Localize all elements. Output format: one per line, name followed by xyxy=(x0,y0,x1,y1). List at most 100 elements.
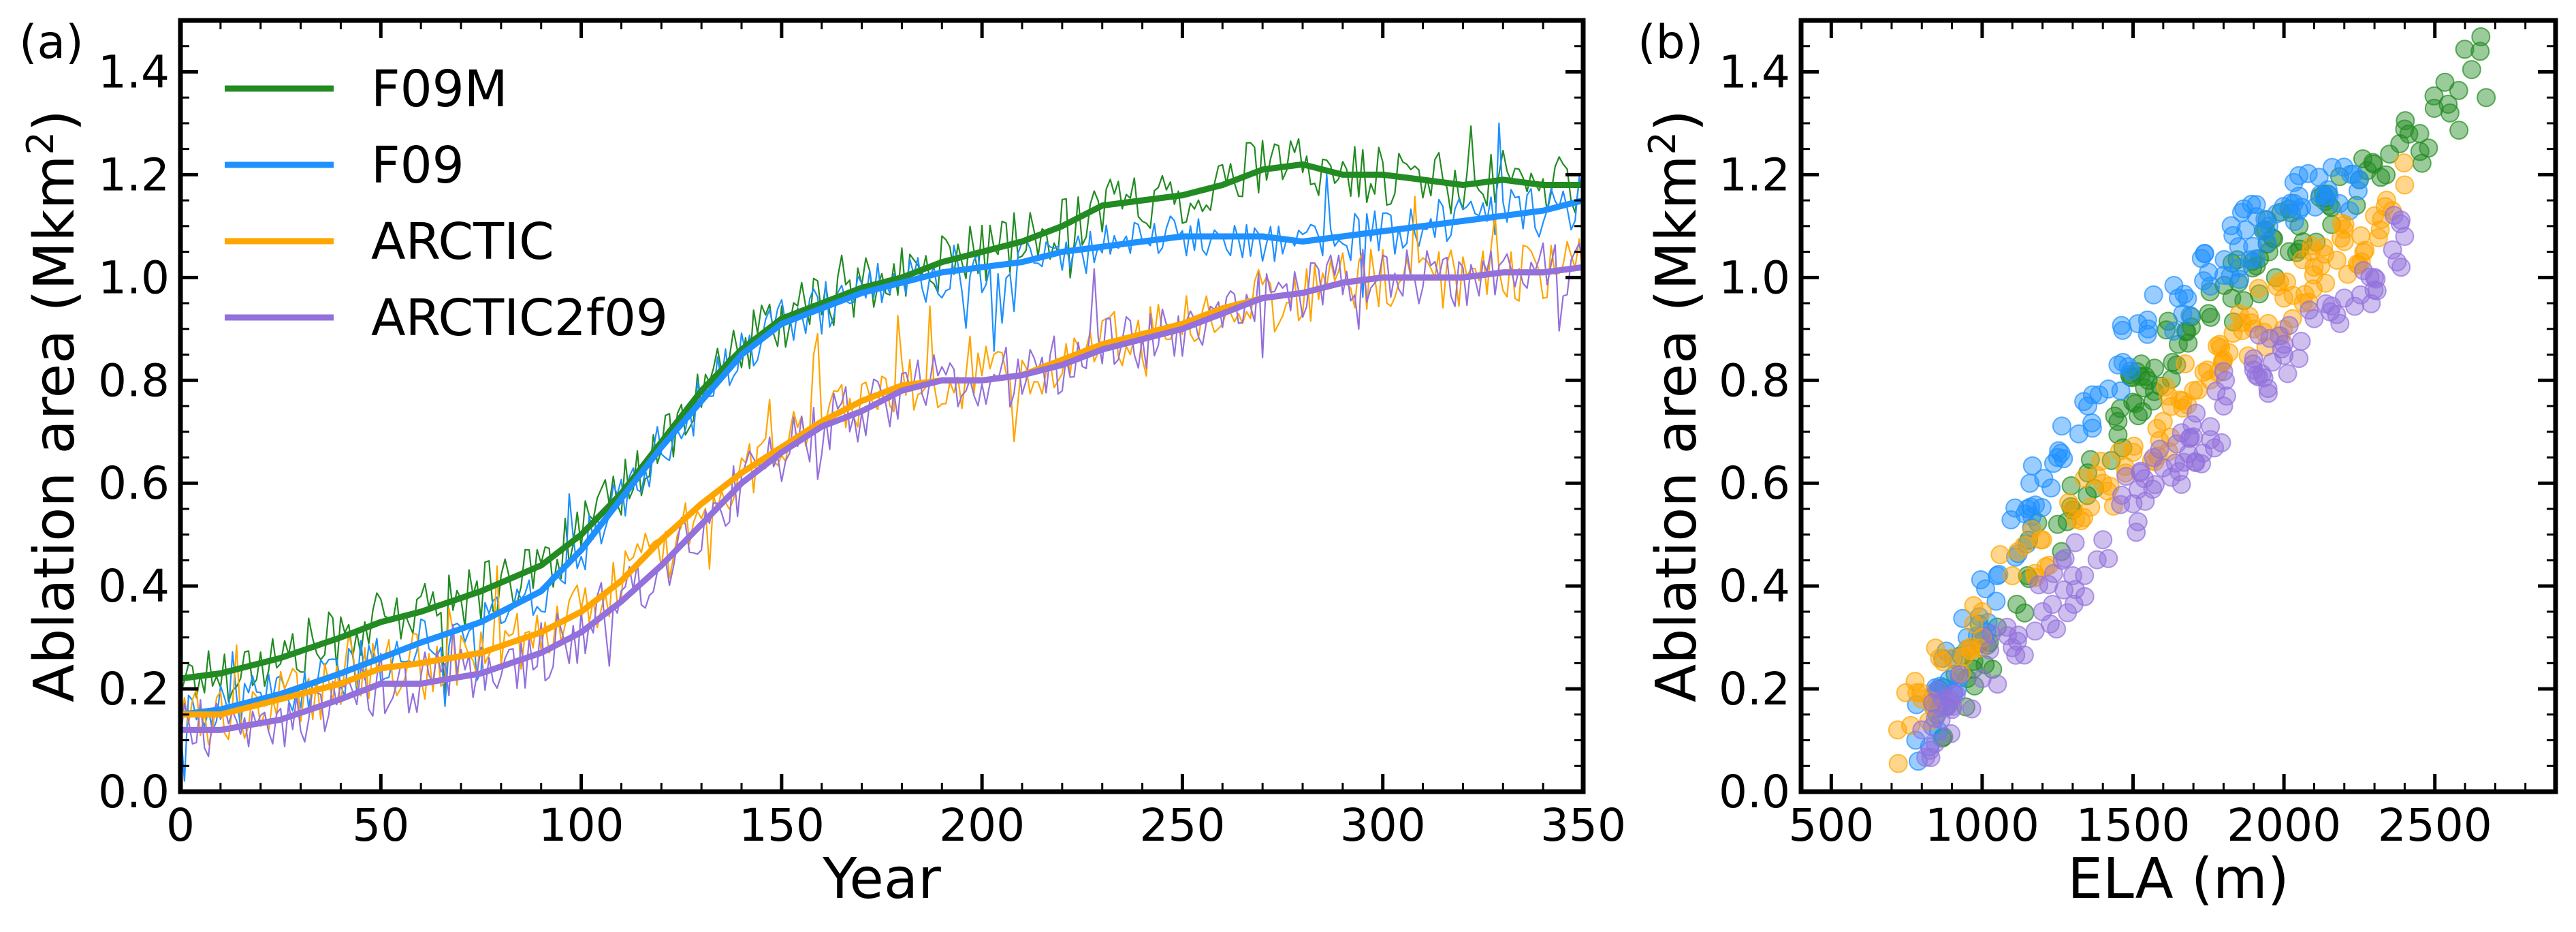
scatter-point-ARCTIC xyxy=(2268,277,2287,296)
scatter-point-F09M xyxy=(2138,371,2158,390)
series-annual-F09M xyxy=(179,125,1584,702)
scatter-point-ARCTIC xyxy=(2248,279,2268,298)
scatter-point-ARCTIC xyxy=(2033,530,2052,550)
scatter-point-F09M xyxy=(2470,42,2490,61)
scatter-point-ARCTIC2f09 xyxy=(2214,362,2233,382)
scatter-point-F09M xyxy=(2108,411,2128,431)
panel-a-x-tick-label: 50 xyxy=(352,799,409,852)
scatter-point-ARCTIC2f09 xyxy=(2146,475,2165,495)
scatter-point-ARCTIC2f09 xyxy=(2039,575,2058,595)
scatter-point-F09M xyxy=(2410,124,2430,143)
panel-a-x-tick-label: 0 xyxy=(166,799,195,852)
scatter-point-F09 xyxy=(2001,510,2021,529)
scatter-point-ARCTIC2f09 xyxy=(2047,619,2067,639)
scatter-point-F09 xyxy=(2322,157,2342,177)
scatter-point-ARCTIC xyxy=(1888,720,1907,740)
scatter-point-ARCTIC xyxy=(2014,536,2034,555)
scatter-point-F09 xyxy=(2048,448,2067,467)
scatter-point-ARCTIC xyxy=(2229,304,2249,324)
panel-b-y-tick-label: 1.4 xyxy=(1719,46,1790,98)
panel-a-x-tick-label: 250 xyxy=(1139,799,1225,852)
scatter-point-ARCTIC xyxy=(2315,245,2334,264)
scatter-point-ARCTIC2f09 xyxy=(1921,748,1941,767)
panel-b-x-tick-label: 2000 xyxy=(2227,799,2341,852)
scatter-point-F09 xyxy=(2052,416,2071,436)
scatter-point-F09 xyxy=(2069,424,2088,444)
scatter-point-F09M xyxy=(2249,284,2269,304)
panel-a-y-tick-label: 1.0 xyxy=(98,251,170,304)
scatter-point-ARCTIC2f09 xyxy=(2351,285,2370,305)
scatter-point-ARCTIC xyxy=(2074,469,2094,488)
scatter-point-ARCTIC xyxy=(2355,240,2375,260)
scatter-point-ARCTIC xyxy=(2003,566,2022,585)
scatter-point-F09M xyxy=(2424,86,2444,106)
scatter-point-F09 xyxy=(1953,608,1973,628)
scatter-point-F09 xyxy=(2112,315,2131,335)
scatter-point-F09M xyxy=(2371,168,2391,187)
scatter-point-F09M xyxy=(2462,60,2481,80)
scatter-point-F09 xyxy=(2078,397,2097,416)
scatter-point-F09M xyxy=(2410,142,2430,161)
scatter-point-ARCTIC2f09 xyxy=(1962,699,1982,719)
panel-a-x-tick-label: 100 xyxy=(539,799,624,852)
scatter-point-ARCTIC xyxy=(2223,324,2243,343)
scatter-point-ARCTIC xyxy=(1972,602,1992,621)
scatter-point-F09M xyxy=(2449,121,2469,140)
scatter-point-F09 xyxy=(2020,473,2039,493)
scatter-point-F09 xyxy=(2083,385,2102,405)
panel-b-x-tick-label: 1500 xyxy=(2076,799,2191,852)
scatter-point-ARCTIC xyxy=(2176,354,2195,373)
scatter-point-ARCTIC2f09 xyxy=(2391,211,2411,230)
scatter-point-F09M xyxy=(2435,72,2455,92)
scatter-point-ARCTIC2f09 xyxy=(2128,512,2148,531)
panel-a-legend: F09M F09 ARCTIC ARCTIC2f09 xyxy=(225,60,668,347)
scatter-point-F09M xyxy=(2380,144,2400,164)
scatter-point-ARCTIC2f09 xyxy=(2003,638,2022,657)
scatter-point-ARCTIC xyxy=(2316,273,2336,293)
series-mean-ARCTIC2f09 xyxy=(180,264,1584,733)
panel-a-y-tick-label: 0.0 xyxy=(98,766,170,818)
scatter-point-ARCTIC2f09 xyxy=(2033,602,2052,621)
scatter-point-ARCTIC2f09 xyxy=(2259,384,2278,403)
scatter-point-ARCTIC2f09 xyxy=(2334,288,2354,308)
scatter-point-ARCTIC xyxy=(2063,499,2082,518)
panel-a-x-tick-label: 300 xyxy=(1340,799,1426,852)
scatter-point-ARCTIC xyxy=(2394,153,2414,173)
panel-b-y-tick-label: 1.0 xyxy=(1719,251,1790,304)
scatter-point-F09 xyxy=(2221,216,2241,236)
scatter-point-ARCTIC xyxy=(2376,190,2396,210)
scatter-point-ARCTIC xyxy=(2314,237,2334,257)
scatter-point-F09 xyxy=(2259,216,2278,236)
scatter-point-F09 xyxy=(2128,314,2148,334)
scatter-point-ARCTIC xyxy=(2210,335,2229,354)
panel-b-x-tick-label: 1000 xyxy=(1925,799,2039,852)
scatter-point-F09 xyxy=(2349,170,2369,189)
legend-label-ARCTIC2f09: ARCTIC2f09 xyxy=(371,289,668,347)
panel-b-x-tick-label: 2500 xyxy=(2378,799,2492,852)
scatter-point-F09 xyxy=(2274,197,2293,217)
panel-b-label: (b) xyxy=(1638,16,1703,69)
scatter-point-F09 xyxy=(2285,212,2304,232)
scatter-point-F09 xyxy=(2164,322,2184,341)
scatter-point-ARCTIC2f09 xyxy=(2249,325,2269,345)
scatter-point-ARCTIC2f09 xyxy=(2187,403,2206,423)
scatter-point-ARCTIC xyxy=(2395,175,2415,195)
panel-a-label: (a) xyxy=(19,16,84,69)
scatter-point-F09 xyxy=(2195,243,2214,263)
scatter-point-F09M xyxy=(2353,149,2372,169)
scatter-point-F09 xyxy=(2214,266,2233,285)
scatter-point-ARCTIC2f09 xyxy=(2321,302,2340,322)
scatter-point-ARCTIC2f09 xyxy=(2093,530,2113,550)
scatter-point-ARCTIC2f09 xyxy=(1997,617,2017,637)
scatter-point-F09 xyxy=(2289,201,2309,221)
scatter-point-ARCTIC xyxy=(2335,215,2355,234)
scatter-point-F09 xyxy=(1988,566,2007,585)
scatter-point-F09 xyxy=(2032,498,2052,517)
scatter-point-F09 xyxy=(2169,288,2188,308)
panel-a-y-tick-label: 0.8 xyxy=(98,354,170,407)
panel-b-y-axis-label: Ablation area (Mkm2) xyxy=(1641,110,1709,702)
scatter-point-F09 xyxy=(2089,385,2109,405)
scatter-point-ARCTIC xyxy=(2277,273,2297,292)
scatter-point-ARCTIC2f09 xyxy=(2365,268,2385,288)
